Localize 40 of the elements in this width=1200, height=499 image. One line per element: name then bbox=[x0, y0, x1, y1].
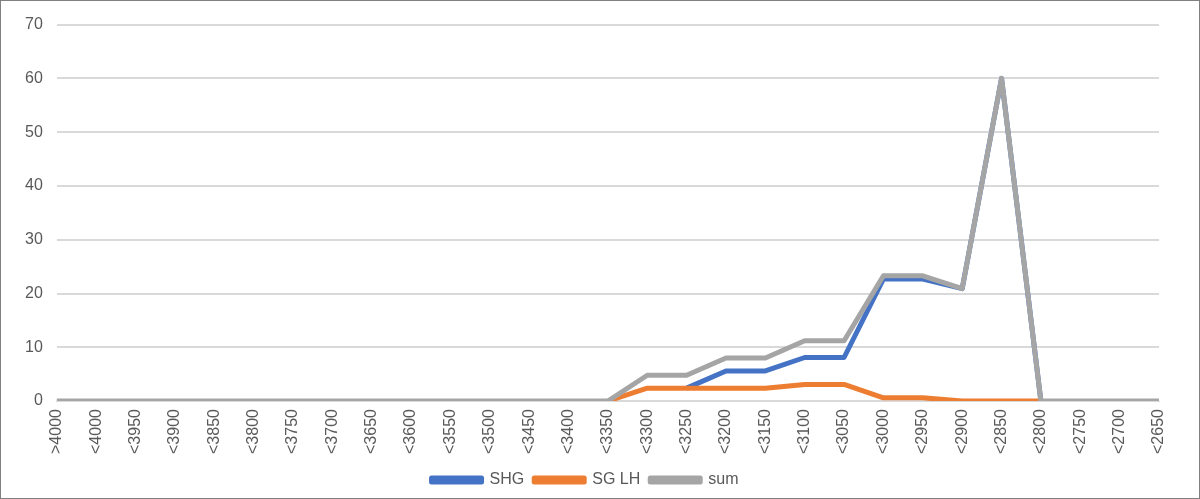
x-tick-label: <3400 bbox=[558, 408, 576, 454]
x-tick-label: <3600 bbox=[401, 408, 419, 454]
x-tick-label: >4000 bbox=[47, 408, 65, 454]
x-tick-label: <3650 bbox=[362, 408, 380, 454]
y-tick-label: 10 bbox=[25, 337, 43, 355]
x-tick-label: <3700 bbox=[322, 408, 340, 454]
x-tick-label: <3200 bbox=[716, 408, 734, 454]
x-tick-label: <2800 bbox=[1031, 408, 1049, 454]
y-tick-label: 20 bbox=[25, 283, 43, 301]
x-tick-label: <2750 bbox=[1070, 408, 1088, 454]
x-tick-label: <3150 bbox=[755, 408, 773, 454]
x-tick-label: <3550 bbox=[440, 408, 458, 454]
x-tick-label: <2850 bbox=[991, 408, 1009, 454]
x-tick-label: <3250 bbox=[677, 408, 695, 454]
x-tick-label: <3800 bbox=[244, 408, 262, 454]
x-tick-label: <3350 bbox=[598, 408, 616, 454]
x-tick-label: <3900 bbox=[165, 408, 183, 454]
y-tick-label: 70 bbox=[25, 15, 43, 33]
x-tick-label: <3500 bbox=[480, 408, 498, 454]
x-tick-label: <3000 bbox=[873, 408, 891, 454]
legend-label: SHG bbox=[489, 470, 525, 488]
x-tick-label: <2650 bbox=[1149, 408, 1167, 454]
y-tick-label: 50 bbox=[25, 122, 43, 140]
x-tick-label: <3850 bbox=[204, 408, 222, 454]
legend-label: sum bbox=[708, 470, 739, 488]
x-tick-label: <3450 bbox=[519, 408, 537, 454]
y-tick-label: 0 bbox=[33, 391, 43, 409]
x-tick-label: <3100 bbox=[795, 408, 813, 454]
x-tick-label: <4000 bbox=[86, 408, 104, 454]
x-tick-label: <3050 bbox=[834, 408, 852, 454]
legend-label: SG LH bbox=[592, 470, 641, 488]
x-tick-label: <3950 bbox=[125, 408, 143, 454]
x-tick-label: <3750 bbox=[283, 408, 301, 454]
y-tick-label: 30 bbox=[25, 230, 43, 248]
x-tick-label: <3300 bbox=[637, 408, 655, 454]
x-tick-label: <2700 bbox=[1110, 408, 1128, 454]
x-tick-label: <2900 bbox=[952, 408, 970, 454]
y-tick-label: 40 bbox=[25, 176, 43, 194]
y-tick-label: 60 bbox=[25, 68, 43, 86]
x-tick-label: <2950 bbox=[913, 408, 931, 454]
